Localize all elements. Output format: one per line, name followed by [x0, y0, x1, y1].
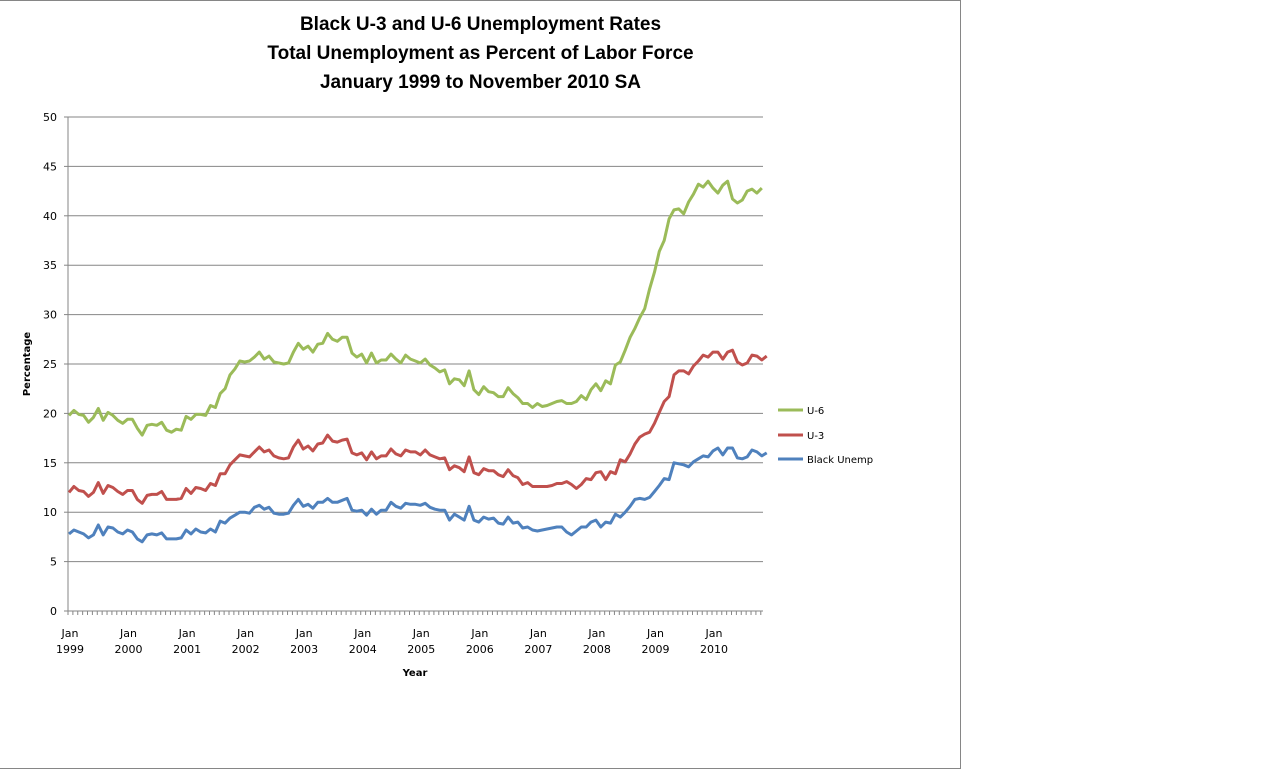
x-tick-label-month: Jan — [529, 627, 547, 640]
x-tick-label-year: 2009 — [641, 643, 669, 656]
y-tick-label: 40 — [43, 210, 57, 223]
x-tick-label-month: Jan — [61, 627, 79, 640]
legend-label: Black Unemp — [807, 455, 873, 466]
chart-subtitle-1: Total Unemployment as Percent of Labor F… — [267, 43, 694, 64]
y-tick-label: 35 — [43, 259, 57, 272]
gridlines — [68, 116, 763, 563]
chart-subtitle-2: January 1999 to November 2010 SA — [319, 72, 642, 93]
series-lines — [67, 179, 768, 544]
x-tick-label-year: 2007 — [524, 643, 552, 656]
y-tick-label: 10 — [43, 506, 57, 519]
x-tick-label-year: 2008 — [583, 643, 611, 656]
x-tick-label-month: Jan — [646, 627, 664, 640]
chart-frame: Black U-3 and U-6 Unemployment Rates Tot… — [0, 0, 961, 769]
x-tick-label-month: Jan — [705, 627, 723, 640]
x-tick-label-year: 2006 — [466, 643, 494, 656]
series-line-u-3 — [67, 348, 768, 505]
x-tick-label-year: 2003 — [290, 643, 318, 656]
x-tick-label-month: Jan — [470, 627, 488, 640]
y-tick-label: 0 — [50, 605, 57, 618]
x-axis-label: Year — [402, 668, 428, 679]
x-tick-label-month: Jan — [119, 627, 137, 640]
chart-title: Black U-3 and U-6 Unemployment Rates — [299, 14, 662, 35]
y-tick-label: 20 — [43, 407, 57, 420]
y-tick-label: 45 — [43, 160, 57, 173]
y-tick-label: 25 — [43, 358, 57, 371]
y-tick-label: 50 — [43, 111, 57, 124]
x-axis: Jan 1999 Jan 2000 Jan 2001 Jan 2002 Jan 2003 Jan 20… — [56, 610, 763, 656]
series-line-u-6 — [67, 179, 763, 437]
x-tick-label-year: 2005 — [407, 643, 435, 656]
x-tick-label-year: 2010 — [700, 643, 728, 656]
series-line-black-unemp — [68, 446, 768, 544]
legend-label: U-3 — [807, 431, 824, 442]
x-tick-label-month: Jan — [236, 627, 254, 640]
y-axis-ticks: 0 5 10 15 20 25 30 35 40 45 50 — [43, 111, 69, 618]
x-tick-label-year: 2000 — [115, 643, 143, 656]
x-tick-label-month: Jan — [412, 627, 430, 640]
x-tick-label-year: 1999 — [56, 643, 84, 656]
legend: U-6 U-3 Black Unemp — [778, 406, 873, 466]
y-tick-label: 30 — [43, 309, 57, 322]
y-tick-label: 15 — [43, 457, 57, 470]
x-tick-label-month: Jan — [178, 627, 196, 640]
plot-area: 0 5 10 15 20 25 30 35 40 45 50 Jan 1999 Jan 2000 Jan 20… — [22, 111, 873, 679]
x-tick-label-year: 2002 — [232, 643, 260, 656]
legend-label: U-6 — [807, 406, 824, 417]
y-tick-label: 5 — [50, 556, 57, 569]
x-tick-label-month: Jan — [353, 627, 371, 640]
x-tick-label-month: Jan — [587, 627, 605, 640]
y-axis-label: Percentage — [22, 332, 33, 397]
x-tick-label-year: 2001 — [173, 643, 201, 656]
x-tick-label-month: Jan — [295, 627, 313, 640]
x-tick-label-year: 2004 — [349, 643, 377, 656]
